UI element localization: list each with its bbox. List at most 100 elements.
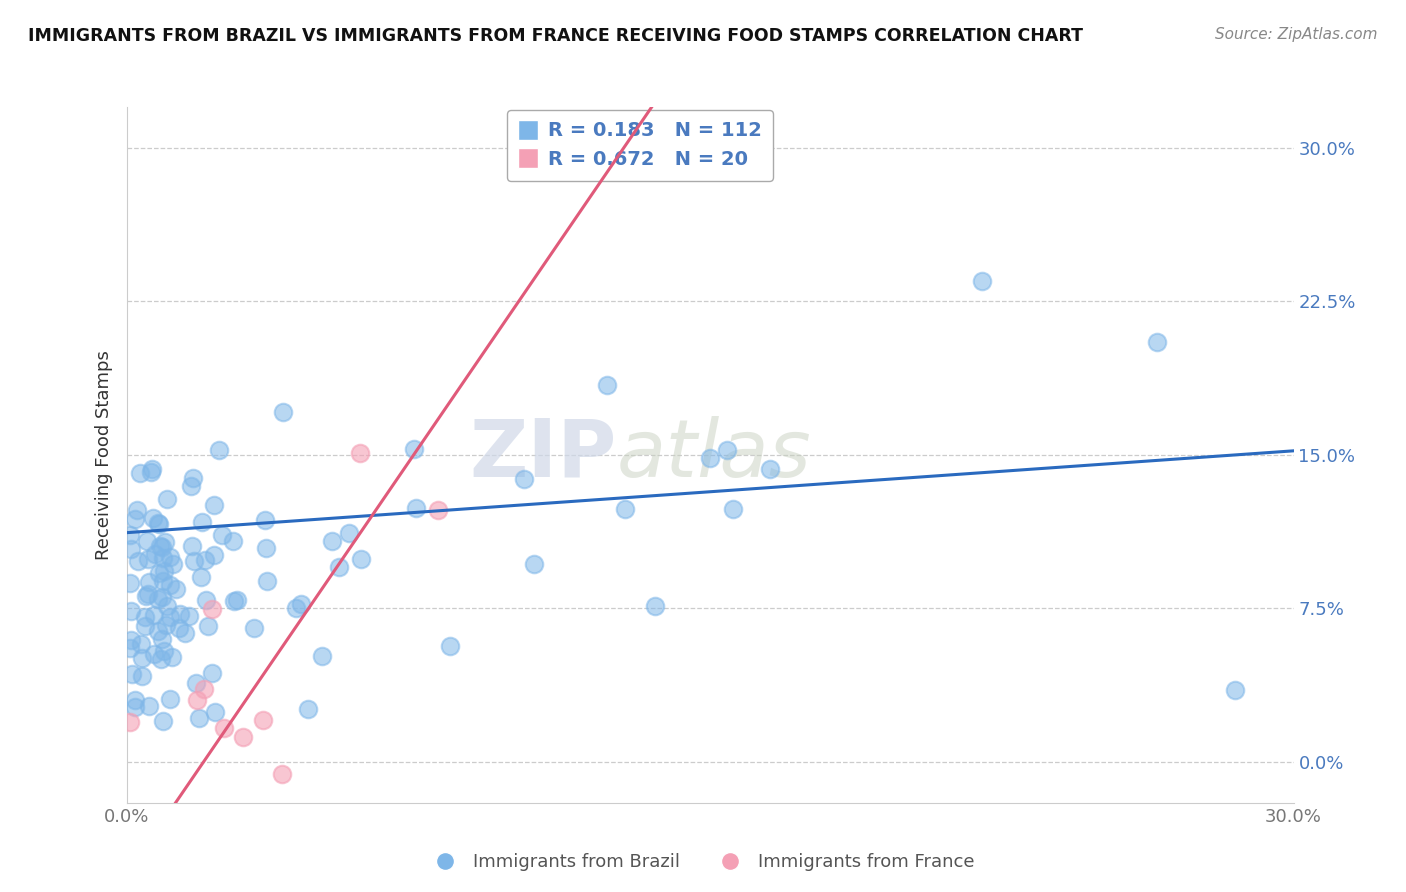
Point <box>136 552 159 566</box>
Point <box>146 873 169 888</box>
Point <box>149 539 172 553</box>
Point <box>202 548 225 562</box>
Point <box>134 609 156 624</box>
Point <box>311 649 333 664</box>
Point <box>402 442 425 456</box>
Point <box>194 553 217 567</box>
Point <box>193 681 215 696</box>
Text: IMMIGRANTS FROM BRAZIL VS IMMIGRANTS FROM FRANCE RECEIVING FOOD STAMPS CORRELATI: IMMIGRANTS FROM BRAZIL VS IMMIGRANTS FRO… <box>28 27 1083 45</box>
Point <box>146 624 169 638</box>
Point <box>152 574 174 588</box>
Point <box>156 491 179 506</box>
Point <box>124 511 146 525</box>
Point <box>142 834 165 848</box>
Point <box>349 446 371 460</box>
Point <box>212 721 235 735</box>
Point <box>271 766 294 780</box>
Point <box>146 591 169 606</box>
Point <box>129 637 152 651</box>
Point <box>142 648 165 662</box>
Point <box>127 554 149 568</box>
Point <box>699 450 721 465</box>
Point <box>162 557 184 571</box>
Point <box>513 472 536 486</box>
Point <box>208 443 231 458</box>
Point <box>134 619 156 633</box>
Point <box>136 587 159 601</box>
Point <box>284 601 307 615</box>
Point <box>256 574 278 589</box>
Point <box>271 404 294 418</box>
Point <box>184 676 207 690</box>
Point <box>142 511 165 525</box>
Point <box>155 814 177 829</box>
Point <box>180 479 202 493</box>
Point <box>211 528 233 542</box>
Point <box>290 598 312 612</box>
Point <box>127 842 149 856</box>
Point <box>174 626 197 640</box>
Text: Source: ZipAtlas.com: Source: ZipAtlas.com <box>1215 27 1378 42</box>
Point <box>120 542 142 557</box>
Text: atlas: atlas <box>617 416 811 494</box>
Point <box>222 594 245 608</box>
Point <box>139 465 162 479</box>
Point <box>124 693 146 707</box>
Legend: R = 0.183   N = 112, R = 0.672   N = 20: R = 0.183 N = 112, R = 0.672 N = 20 <box>506 110 773 181</box>
Point <box>183 554 205 568</box>
Point <box>160 650 183 665</box>
Point <box>321 534 343 549</box>
Point <box>159 691 181 706</box>
Point <box>165 582 187 596</box>
Point <box>167 621 190 635</box>
Point <box>142 607 165 622</box>
Point <box>759 461 782 475</box>
Point <box>225 593 247 607</box>
Point <box>328 559 350 574</box>
Point <box>148 566 170 580</box>
Point <box>120 604 142 618</box>
Point <box>150 590 173 604</box>
Point <box>162 838 184 853</box>
Point <box>243 621 266 635</box>
Point <box>148 517 170 532</box>
Point <box>1146 335 1168 350</box>
Point <box>159 549 181 564</box>
Point <box>204 498 226 512</box>
Point <box>972 274 994 288</box>
Point <box>156 599 179 613</box>
Point <box>716 443 738 458</box>
Point <box>252 713 274 727</box>
Point <box>644 599 666 613</box>
Point <box>152 551 174 566</box>
Y-axis label: Receiving Food Stamps: Receiving Food Stamps <box>94 350 112 560</box>
Point <box>138 574 160 589</box>
Point <box>614 501 637 516</box>
Point <box>523 557 546 571</box>
Point <box>190 516 212 530</box>
Point <box>169 607 191 622</box>
Point <box>136 533 159 548</box>
Point <box>131 669 153 683</box>
Point <box>405 501 427 516</box>
Point <box>194 592 217 607</box>
Point <box>204 705 226 719</box>
Point <box>138 699 160 714</box>
Point <box>153 564 176 578</box>
Point <box>256 541 278 555</box>
Point <box>129 466 152 480</box>
Point <box>131 650 153 665</box>
Point <box>124 820 146 834</box>
Text: ZIP: ZIP <box>470 416 617 494</box>
Legend: Immigrants from Brazil, Immigrants from France: Immigrants from Brazil, Immigrants from … <box>425 847 981 879</box>
Point <box>1223 683 1246 698</box>
Point <box>201 602 224 616</box>
Point <box>153 644 176 658</box>
Point <box>139 863 162 877</box>
Point <box>121 667 143 681</box>
Point <box>150 632 173 646</box>
Point <box>143 548 166 562</box>
Point <box>159 610 181 624</box>
Point <box>135 589 157 603</box>
Point <box>177 609 200 624</box>
